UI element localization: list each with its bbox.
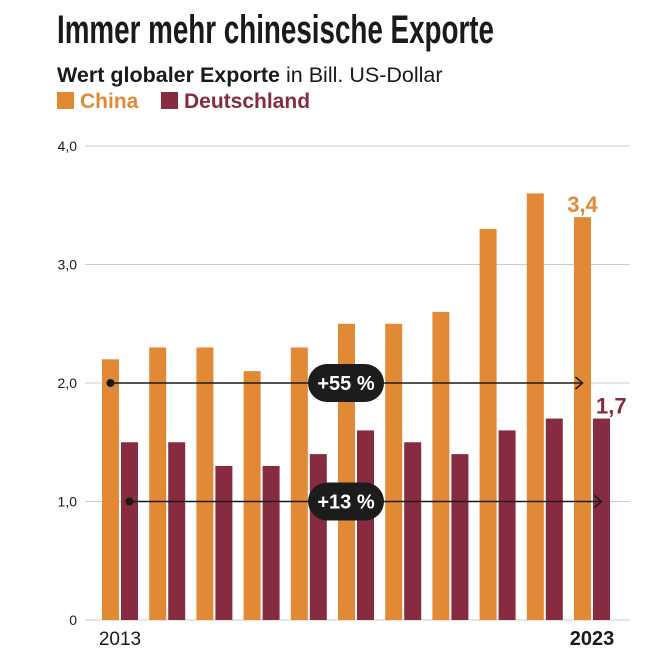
data-labels: 3,4 1,7 <box>567 192 626 418</box>
bar-deutschland-2020 <box>451 454 469 620</box>
arrowhead-icon <box>594 494 603 509</box>
arrow-start-dot <box>125 497 134 506</box>
arrowhead-icon <box>575 376 584 390</box>
y-tick-label: 4,0 <box>58 138 78 154</box>
bar-deutschland-2019 <box>404 442 422 620</box>
chart-subtitle: Wert globaler Exporte in Bill. US-Dollar <box>57 63 443 87</box>
bar-china-2020 <box>432 311 450 620</box>
annotations: +55 % +13 % <box>106 364 603 521</box>
bar-deutschland-2022 <box>545 418 563 620</box>
bar-china-2014 <box>149 347 167 620</box>
growth-annotation: +55 % <box>106 364 584 402</box>
x-tick-label: 2013 <box>99 629 141 650</box>
legend-swatch-deutschland <box>161 92 178 109</box>
bar-deutschland-2023 <box>593 418 610 620</box>
bar-china-2013 <box>102 359 119 620</box>
bar-deutschland-2017 <box>309 454 327 620</box>
arrow-start-dot <box>106 379 115 387</box>
legend-swatch-china <box>57 92 74 109</box>
data-label-china-2023: 3,4 <box>567 192 598 217</box>
x-tick-label: 2023 <box>570 628 615 650</box>
bar-deutschland-2021 <box>498 430 516 620</box>
legend: China Deutschland <box>57 90 310 113</box>
y-tick-label: 2,0 <box>58 375 78 391</box>
bar-deutschland-2018 <box>357 430 374 620</box>
legend-label-china: China <box>80 90 139 113</box>
growth-pill <box>308 482 384 521</box>
legend-label-deutschland: Deutschland <box>184 90 310 113</box>
bar-china-2021 <box>479 228 497 620</box>
bar-china-2017 <box>290 347 308 620</box>
bar-deutschland-2013 <box>121 442 138 620</box>
growth-annotation: +13 % <box>125 482 603 521</box>
growth-label: +55 % <box>317 373 374 395</box>
bar-china-2016 <box>243 371 261 620</box>
y-tick-label: 3,0 <box>58 257 78 273</box>
subtitle-regular: in Bill. US-Dollar <box>286 63 443 87</box>
subtitle-bold: Wert globaler Exporte <box>57 63 280 87</box>
growth-label: +13 % <box>317 492 374 514</box>
x-axis: 2013 2023 <box>99 628 614 650</box>
growth-pill <box>308 364 384 402</box>
bar-china-2019 <box>385 323 403 620</box>
bar-deutschland-2015 <box>215 465 233 620</box>
data-label-deutschland-2023: 1,7 <box>596 394 627 419</box>
y-tick-label: 1,0 <box>58 494 78 510</box>
bar-china-2015 <box>196 347 214 620</box>
y-axis: 0 1,0 2,0 3,0 4,0 <box>58 138 78 628</box>
bar-china-2022 <box>526 193 544 620</box>
y-tick-label: 0 <box>69 612 77 628</box>
bar-deutschland-2014 <box>168 442 186 620</box>
bar-china-2023 <box>574 217 591 620</box>
chart-title: Immer mehr chinesische Exporte <box>57 8 494 52</box>
bar-deutschland-2016 <box>262 465 280 620</box>
bars <box>102 193 610 620</box>
